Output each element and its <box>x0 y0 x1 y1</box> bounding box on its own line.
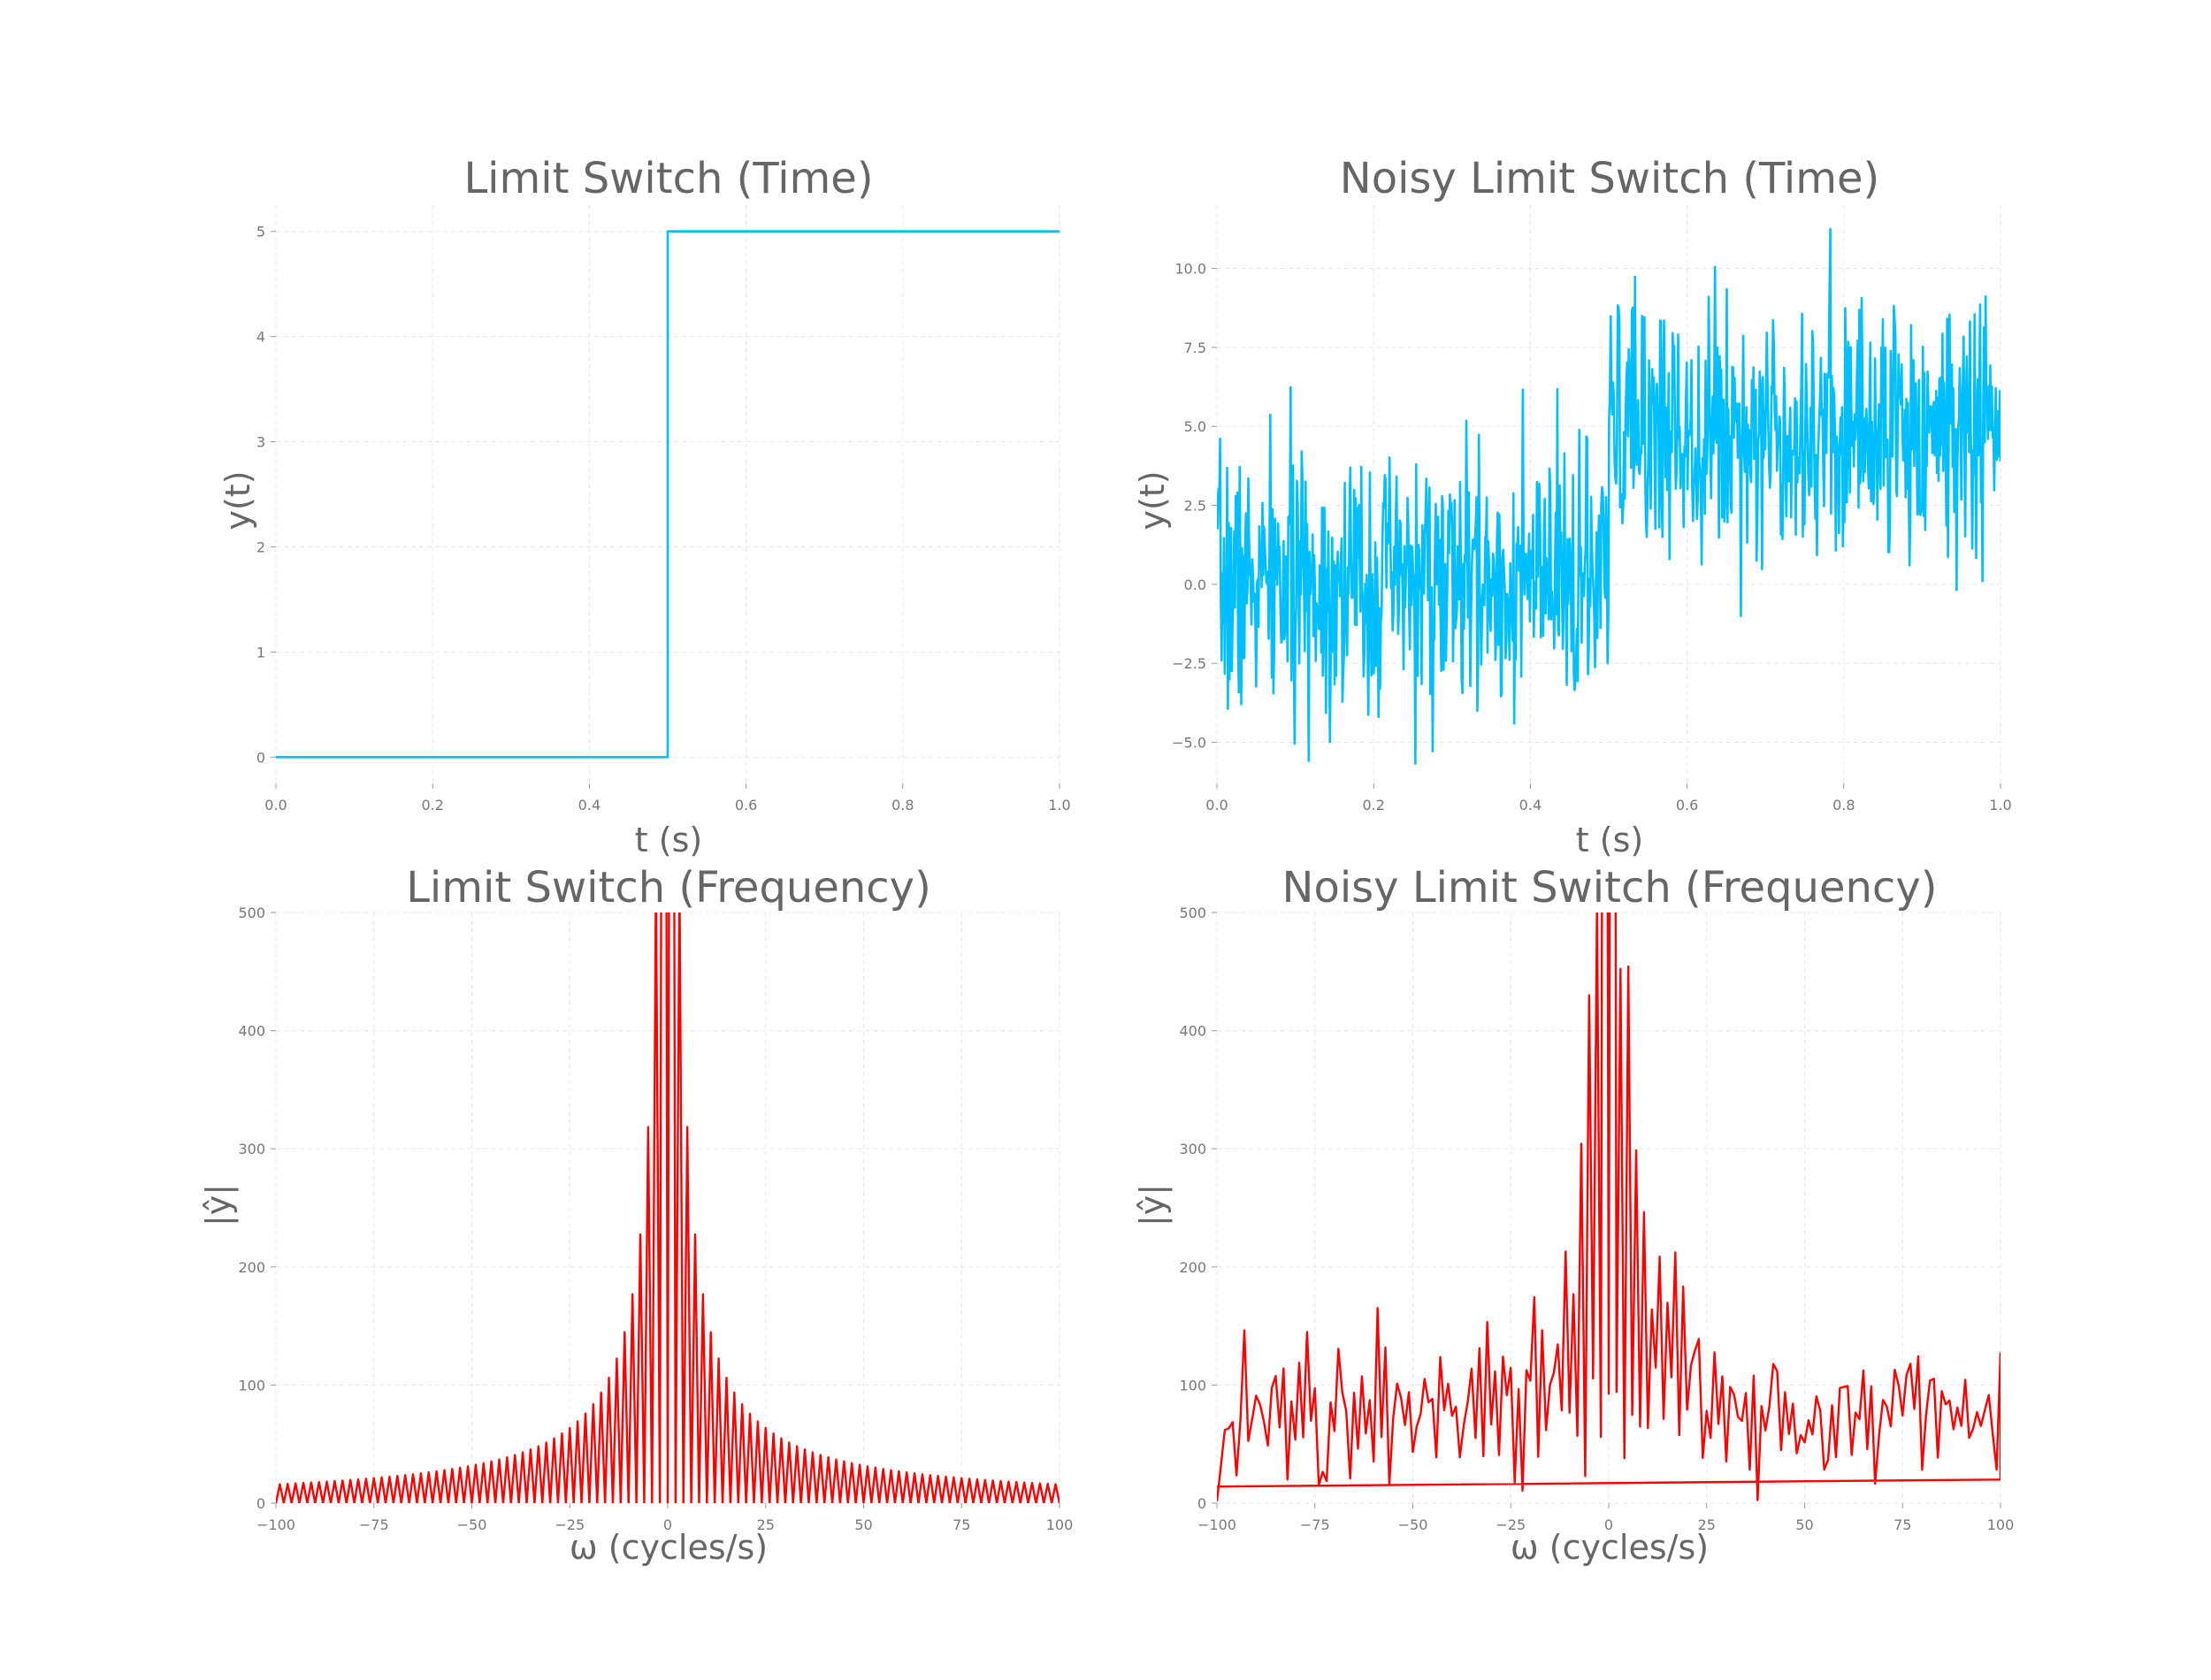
y-tick-label: 100 <box>238 1377 265 1394</box>
x-tick-label: 0.8 <box>891 797 914 813</box>
y-tick-label: −2.5 <box>1172 655 1206 672</box>
x-tick-label: 50 <box>1795 1516 1813 1533</box>
ticks-limit-switch-frequency: −100 −75 −50 −25 0 25 50 75 100 0 100 200 300 400 500 <box>238 905 1073 1533</box>
y-tick-label: 400 <box>1179 1023 1206 1040</box>
x-tick-label: −75 <box>359 1516 389 1533</box>
panel-limit-switch-time: 0.0 0.2 0.4 0.6 0.8 1.0 0 1 2 3 4 5 Limit Switch (T… <box>218 154 1071 859</box>
y-tick-label: 0.0 <box>1184 577 1206 593</box>
x-tick-label: 0.4 <box>578 797 601 813</box>
x-tick-label: 1.0 <box>1989 797 2011 813</box>
title-limit-switch-frequency: Limit Switch (Frequency) <box>406 863 931 913</box>
y-tick-label: 0 <box>256 1495 265 1512</box>
series-noisy-limit-switch-time <box>1217 227 2001 765</box>
series-line <box>276 913 1060 1503</box>
y-tick-label: 300 <box>1179 1141 1206 1157</box>
xlabel-limit-switch-frequency: ω (cycles/s) <box>570 1528 768 1567</box>
ylabel-limit-switch-frequency: |ŷ| <box>199 1184 239 1226</box>
x-tick-label: 0.8 <box>1832 797 1855 813</box>
x-tick-label: 0.6 <box>735 797 757 813</box>
x-tick-label: 75 <box>1894 1516 1911 1533</box>
y-tick-label: 200 <box>1179 1259 1206 1276</box>
ticks-noisy-limit-switch-time: 0.0 0.2 0.4 0.6 0.8 1.0 −5.0 −2.5 0.0 2.5 5.0 7.5 10… <box>1172 260 2012 813</box>
y-tick-label: −5.0 <box>1172 735 1206 752</box>
y-tick-label: 5.0 <box>1184 418 1206 435</box>
series-line <box>276 230 1060 759</box>
y-tick-label: 0 <box>1197 1495 1206 1512</box>
y-tick-label: 2.5 <box>1184 498 1206 515</box>
y-tick-label: 500 <box>1179 905 1206 921</box>
series-line <box>1217 913 2001 1502</box>
y-tick-label: 3 <box>256 434 265 451</box>
ylabel-limit-switch-time: y(t) <box>218 470 257 530</box>
y-tick-label: 2 <box>256 538 265 555</box>
title-noisy-limit-switch-time: Noisy Limit Switch (Time) <box>1340 154 1879 203</box>
y-tick-label: 5 <box>256 224 265 241</box>
series-limit-switch-frequency <box>276 913 1060 1503</box>
ticks-noisy-limit-switch-frequency: −100 −75 −50 −25 0 25 50 75 100 0 100 200 300 400 500 <box>1179 905 2014 1533</box>
series-line <box>1217 227 2001 765</box>
x-tick-label: 25 <box>1698 1516 1716 1533</box>
x-tick-label: −75 <box>1300 1516 1330 1533</box>
x-tick-label: 50 <box>854 1516 872 1533</box>
y-tick-label: 4 <box>256 329 265 346</box>
x-tick-label: 75 <box>952 1516 970 1533</box>
x-tick-label: 0.2 <box>1362 797 1384 813</box>
x-tick-label: 0.0 <box>1205 797 1228 813</box>
panel-noisy-limit-switch-time: 0.0 0.2 0.4 0.6 0.8 1.0 −5.0 −2.5 0.0 2.5 5.0 7.5 10… <box>1133 154 2012 859</box>
y-tick-label: 0 <box>256 749 265 766</box>
x-tick-label: −50 <box>1398 1516 1428 1533</box>
x-tick-label: −100 <box>256 1516 295 1533</box>
y-tick-label: 500 <box>238 905 265 921</box>
panel-noisy-limit-switch-frequency: −100 −75 −50 −25 0 25 50 75 1000100200300400500 … <box>1133 863 2014 1567</box>
y-tick-label: 300 <box>238 1141 265 1157</box>
xlabel-noisy-limit-switch-time: t (s) <box>1576 821 1643 859</box>
x-tick-label: −25 <box>1496 1516 1526 1533</box>
x-tick-label: −25 <box>555 1516 585 1533</box>
y-tick-label: 7.5 <box>1184 340 1206 356</box>
x-tick-label: 25 <box>757 1516 775 1533</box>
y-tick-label: 1 <box>256 644 265 661</box>
panel-limit-switch-frequency: −100 −75 −50 −25 0 25 50 75 1000100200300400500 … <box>199 863 1073 1567</box>
x-tick-label: 0 <box>663 1516 672 1533</box>
ticks-limit-switch-time: 0.0 0.2 0.4 0.6 0.8 1.0 0 1 2 3 4 5 <box>256 224 1071 813</box>
x-tick-label: 0.6 <box>1676 797 1698 813</box>
ylabel-noisy-limit-switch-time: y(t) <box>1133 470 1172 530</box>
x-tick-label: −100 <box>1197 1516 1236 1533</box>
x-tick-label: 100 <box>1046 1516 1074 1533</box>
y-tick-label: 100 <box>1179 1377 1206 1394</box>
title-noisy-limit-switch-frequency: Noisy Limit Switch (Frequency) <box>1282 863 1938 913</box>
x-tick-label: 100 <box>1987 1516 2015 1533</box>
y-tick-label: 200 <box>238 1259 265 1276</box>
x-tick-label: 0 <box>1604 1516 1613 1533</box>
ylabel-noisy-limit-switch-frequency: |ŷ| <box>1133 1184 1173 1226</box>
xlabel-noisy-limit-switch-frequency: ω (cycles/s) <box>1511 1528 1709 1567</box>
xlabel-limit-switch-time: t (s) <box>635 821 702 859</box>
title-limit-switch-time: Limit Switch (Time) <box>463 154 873 203</box>
x-tick-label: 0.0 <box>264 797 287 813</box>
y-tick-label: 10.0 <box>1174 260 1206 277</box>
x-tick-label: 0.4 <box>1519 797 1542 813</box>
x-tick-label: −50 <box>457 1516 487 1533</box>
x-tick-label: 1.0 <box>1048 797 1070 813</box>
series-limit-switch-time <box>276 230 1060 759</box>
x-tick-label: 0.2 <box>421 797 443 813</box>
y-tick-label: 400 <box>238 1023 265 1040</box>
series-noisy-limit-switch-frequency <box>1217 913 2001 1502</box>
